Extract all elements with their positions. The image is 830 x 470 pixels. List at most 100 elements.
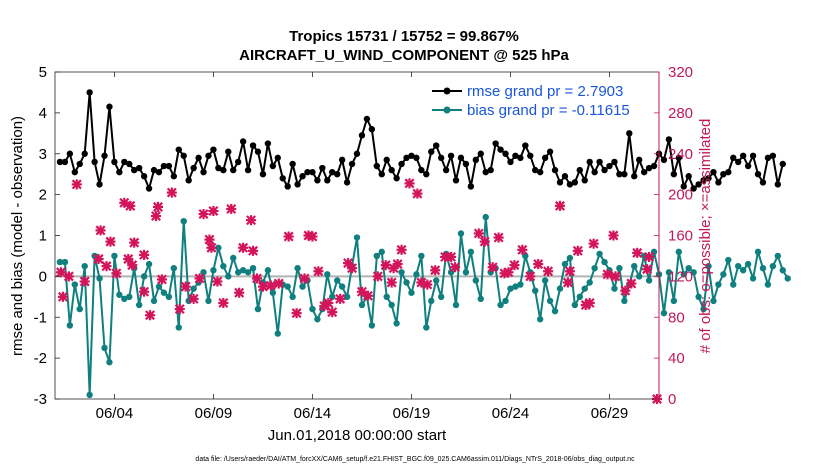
rmse-point: [611, 158, 618, 166]
obs-assimilated-point: [251, 273, 263, 284]
bias-point: [665, 269, 673, 276]
obs-assimilated-point: [206, 242, 217, 253]
obs-assimilated-point: [396, 244, 407, 255]
rmse-point: [551, 166, 559, 174]
obs-assimilated-point: [533, 259, 544, 270]
rmse-point: [205, 152, 212, 159]
bias-point: [759, 265, 767, 272]
rmse-point: [314, 177, 321, 184]
rmse-point: [715, 179, 722, 186]
bias-point: [769, 262, 777, 270]
x-tick-label: 06/09: [195, 405, 233, 422]
rmse-point: [269, 162, 277, 170]
obs-assimilated-point: [588, 238, 599, 249]
bias-point: [586, 279, 593, 286]
y-axis-label-right: # of obs: o=possible; ×=assimilated: [697, 119, 714, 354]
bias-point: [680, 271, 687, 278]
rmse-point: [403, 154, 410, 162]
bias-point: [591, 265, 598, 272]
bias-point: [403, 279, 410, 286]
obs-assimilated-point: [610, 271, 621, 282]
rmse-point: [695, 181, 702, 188]
obs-assimilated-point: [632, 247, 643, 258]
bias-point: [284, 283, 291, 290]
x-tick-label: 06/19: [393, 405, 431, 422]
rmse-point: [621, 170, 628, 178]
rmse-point: [170, 173, 178, 180]
left-axis: -3 -2 -1 0 1 2 3 4 5: [34, 64, 60, 408]
bias-point: [368, 322, 376, 329]
bias-point: [428, 297, 435, 305]
rmse-series: [56, 89, 786, 192]
rmse-point: [294, 181, 301, 188]
y-axis-label-left: rmse and bias (model - observation): [9, 116, 26, 356]
obs-assimilated-point: [226, 203, 237, 214]
right-tick-label: 160: [668, 228, 693, 245]
obs-assimilated-point: [139, 286, 150, 297]
obs-assimilated-point: [642, 264, 653, 275]
rmse-point: [492, 140, 499, 147]
rmse-point: [433, 142, 440, 149]
rmse-point: [690, 185, 697, 192]
rmse-point: [155, 168, 163, 176]
obs-assimilated-point: [101, 261, 112, 272]
bias-point: [101, 344, 108, 352]
bias-point: [314, 316, 321, 323]
bias-point: [764, 281, 772, 288]
obs-assimilated-point: [57, 291, 68, 302]
obs-assimilated-point: [204, 234, 215, 245]
bias-point: [358, 301, 366, 309]
bias-point: [784, 275, 791, 282]
rmse-point: [467, 183, 475, 190]
rmse-point: [497, 146, 504, 153]
rmse-point: [329, 168, 336, 176]
rmse-point: [249, 142, 257, 149]
bias-point: [621, 297, 628, 305]
left-tick-label: -2: [34, 350, 47, 367]
bias-point: [482, 213, 489, 221]
rmse-point: [700, 177, 707, 184]
rmse-point: [363, 115, 371, 123]
obs-assimilated-point: [150, 211, 162, 222]
bias-point: [210, 267, 217, 274]
obs-assimilated-point: [71, 179, 82, 190]
chart-title-line2: AIRCRAFT_U_WIND_COMPONENT @ 525 hPa: [239, 47, 569, 64]
x-tick-label: 06/24: [492, 405, 530, 422]
obs-assimilated-point: [95, 225, 106, 236]
bias-point: [705, 262, 712, 270]
bias-point: [383, 293, 390, 301]
rmse-point: [135, 164, 143, 172]
rmse-point: [502, 150, 509, 157]
rmse-point: [566, 181, 574, 188]
bias-point: [749, 275, 757, 282]
rmse-point: [512, 152, 519, 159]
bias-point: [220, 262, 227, 270]
rmse-point: [215, 164, 222, 172]
bias-point: [225, 273, 232, 280]
bias-point: [388, 301, 395, 309]
rmse-point: [324, 177, 331, 184]
right-tick-label: 320: [668, 64, 693, 81]
bias-point: [467, 248, 475, 256]
right-tick-label: 240: [668, 146, 693, 163]
rmse-point: [779, 160, 786, 168]
rmse-point: [660, 156, 668, 164]
rmse-point: [457, 154, 465, 162]
rmse-point: [368, 126, 376, 133]
rmse-point: [640, 168, 648, 176]
rmse-point: [680, 183, 687, 190]
bias-point: [76, 305, 83, 313]
obs-assimilated-point: [554, 200, 566, 211]
left-tick-label: 1: [39, 228, 47, 245]
obs-assimilated-point: [487, 262, 498, 273]
rmse-point: [645, 164, 653, 172]
bias-point: [730, 281, 737, 288]
rmse-point: [101, 152, 108, 159]
obs-assimilated-point: [55, 267, 66, 278]
rmse-point: [333, 170, 341, 178]
rmse-point: [116, 168, 123, 176]
bias-point: [779, 267, 786, 274]
bias-point: [685, 265, 692, 272]
obs-assimilated-point: [449, 262, 461, 273]
rmse-point: [373, 162, 381, 170]
